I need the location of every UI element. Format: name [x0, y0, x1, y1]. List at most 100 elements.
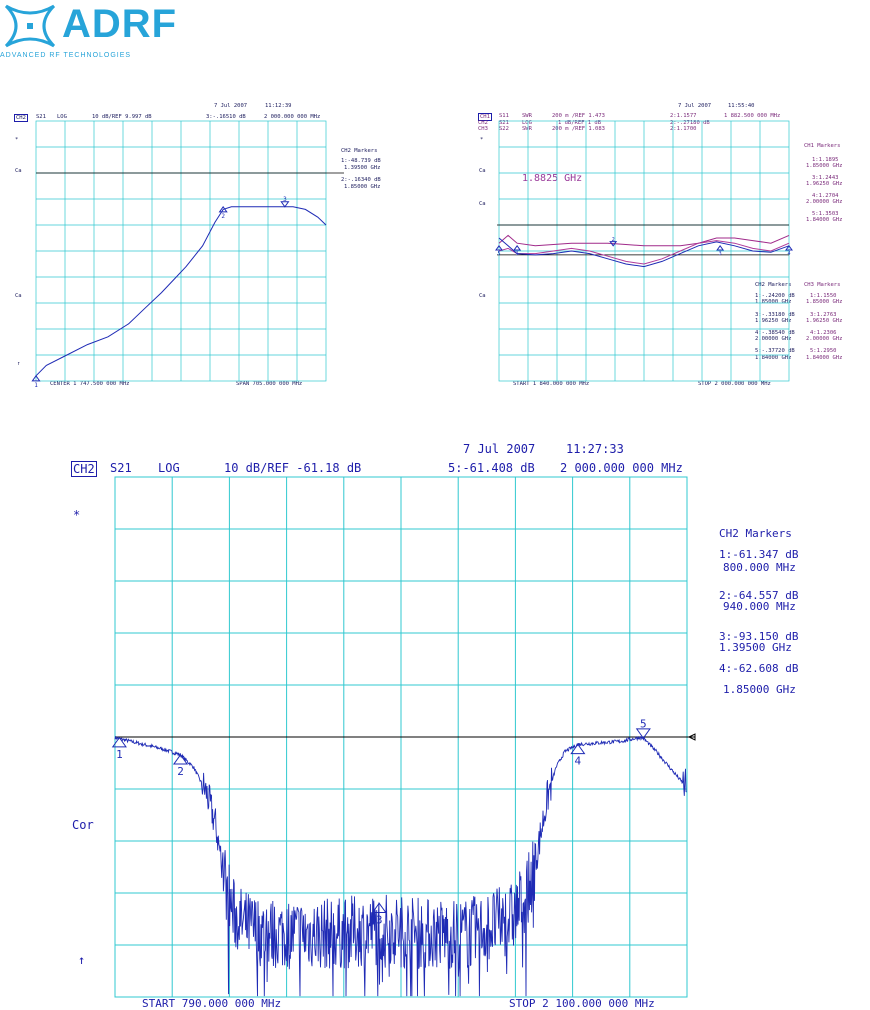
- logo-wordmark: ADRF: [62, 2, 178, 46]
- chart2-marker-5: 5: [498, 251, 501, 257]
- chart2-ch3-m3: 3:1.2763: [810, 312, 837, 318]
- chart1-plot: 1 2 3: [31, 120, 344, 389]
- chart1-marker-2-freq: 1.85000 GHz: [344, 184, 381, 190]
- marker-triangle: [716, 244, 725, 251]
- chart2-f3: SWR: [522, 126, 532, 132]
- chart2-ch2-m3: 3:-.33180 dB: [755, 312, 795, 318]
- chart2-ch2-m5-freq: 1.84000 GHz: [755, 355, 792, 361]
- chart2-ch2-m4-freq: 2.00000 GHz: [755, 336, 792, 342]
- chart2-ch2-m1: 1:-.24200 dB: [755, 293, 795, 299]
- chart2-ch1-m3-freq: 1.96250 GHz: [806, 181, 843, 187]
- chart2-marker-2: 2: [612, 237, 615, 243]
- chart3-marker-1-value: 1:-61.347 dB: [719, 548, 799, 561]
- chart2-ch2-markers-title: CH2 Markers: [755, 282, 792, 288]
- chart1-marker-2: 2: [221, 213, 225, 220]
- chart1-ca: Ca: [15, 168, 22, 174]
- chart3-channel: CH2: [71, 461, 97, 477]
- chart1-marker-2-value: 2:-.16340 dB: [341, 177, 381, 183]
- chart2-p1: S11: [499, 113, 509, 119]
- chart3-marker-readout: 5:-61.408 dB: [448, 461, 535, 475]
- chart3-marker-3-freq: 1.39500 GHz: [719, 641, 792, 654]
- marker-triangle: [785, 244, 793, 251]
- chart1-time: 11:12:39: [265, 103, 292, 109]
- marker-triangle: [218, 205, 228, 213]
- chart1-markers-title: CH2 Markers: [341, 148, 378, 154]
- chart2-ca2: Ca: [479, 201, 486, 207]
- marker-triangle: [172, 753, 189, 765]
- chart2-ch3-m1-freq: 1.85000 GHz: [806, 299, 843, 305]
- chart3-scale: 10 dB/REF -61.18 dB: [224, 461, 362, 475]
- marker-triangle: [31, 374, 41, 382]
- chart2-marker-3: 3: [719, 251, 722, 257]
- chart2-ch1-m3: 3:1.2443: [812, 175, 839, 181]
- chart2-p3: S22: [499, 126, 509, 132]
- chart3-marker-freq: 2 000.000 000 MHz: [560, 461, 683, 475]
- adrf-logo: ADRF ADVANCED RF TECHNOLOGIES: [0, 0, 200, 64]
- chart3-marker-1: 1: [116, 748, 123, 761]
- chart3-footer-left: START 790.000 000 MHz: [142, 997, 282, 1010]
- chart1-star: *: [15, 137, 19, 143]
- marker-triangle: [635, 728, 651, 740]
- chart1-marker-1: 1: [34, 382, 38, 389]
- chart2-time: 11:55:40: [728, 103, 755, 109]
- chart3-marker-4-value: 4:-62.608 dB: [719, 662, 799, 675]
- chart1-arrow: ↑: [17, 361, 21, 367]
- marker-triangle: [495, 244, 503, 251]
- chart2-ch1: CH1: [478, 113, 492, 121]
- chart2-ch3-m1: 1:1.1550: [810, 293, 837, 299]
- chart1-format: LOG: [57, 114, 67, 120]
- chart2-trace-1: [498, 234, 790, 247]
- chart2-ch3-m5: 5:1.2950: [810, 348, 837, 354]
- chart3-plot: 1 2 3 4 5: [111, 476, 696, 998]
- chart2-footer-right: STOP 2 000.000 000 MHz: [698, 381, 771, 387]
- adrf-logo-mark-icon: [4, 4, 56, 48]
- chart2-ch3-markers-title: CH3 Markers: [804, 282, 841, 288]
- chart1-marker-readout: 3:-.16510 dB: [206, 114, 246, 120]
- chart1-footer-left: CENTER 1 747.500 000 MHz: [50, 381, 130, 387]
- chart2-ch1-m5-freq: 1.84000 GHz: [806, 217, 843, 223]
- chart2-ch3-m4-freq: 2.00000 GHz: [806, 336, 843, 342]
- chart2-ch2-m1-freq: 1.85000 GHz: [755, 299, 792, 305]
- chart1-date: 7 Jul 2007: [214, 103, 248, 109]
- chart2-m2: 2:-.27180 dB: [670, 120, 710, 126]
- chart1-ca2: Ca: [15, 293, 22, 299]
- chart2-s1: 200 m /REF 1.473: [552, 113, 605, 119]
- chart3-param: S21: [110, 461, 132, 475]
- chart2-star: *: [480, 137, 484, 143]
- chart3-star: *: [73, 508, 81, 522]
- chart3-format: LOG: [158, 461, 180, 475]
- marker-triangle: [371, 902, 387, 913]
- chart2-ch3-m5-freq: 1.84000 GHz: [806, 355, 843, 361]
- chart2-footer-left: START 1 840.000 000 MHz: [513, 381, 590, 387]
- chart2-freq: 1 882.500 000 MHz: [724, 113, 781, 119]
- chart2-trace-2: [498, 240, 790, 265]
- chart1-marker-freq: 2 000.000 000 MHz: [264, 114, 321, 120]
- chart2-s3: 200 m /REF 1.083: [552, 126, 605, 132]
- chart2-marker-4: 4: [788, 251, 791, 257]
- chart2-marker-1: 1: [516, 251, 519, 257]
- chart3-marker-5: 5: [640, 718, 647, 731]
- chart2-ch1-m1: 1:1.1895: [812, 157, 839, 163]
- chart3-marker-3: 3: [376, 913, 383, 926]
- logo-tagline: ADVANCED RF TECHNOLOGIES: [0, 52, 132, 59]
- chart2-ca3: Ca: [479, 293, 486, 299]
- chart3-marker-2-value: 2:-64.557 dB: [719, 589, 799, 602]
- marker-triangle: [570, 743, 586, 755]
- chart2-ch3: CH3: [478, 126, 488, 132]
- chart3-footer-right: STOP 2 100.000 000 MHz: [509, 997, 655, 1010]
- chart2-ch2-m5: 5:-.37720 dB: [755, 348, 795, 354]
- reference-arrow-icon: [687, 733, 696, 741]
- chart3-date: 7 Jul 2007: [463, 442, 536, 456]
- chart1-marker-3: 3: [283, 196, 287, 203]
- chart2-m1: 2:1.1577: [670, 113, 697, 119]
- chart2-s2: 1 dB/REF 1 dB: [558, 120, 602, 126]
- chart2-f1: SWR: [522, 113, 532, 119]
- chart2-annotation: 1.8825 GHz: [522, 173, 583, 184]
- chart2-ch1-markers-title: CH1 Markers: [804, 143, 841, 149]
- marker-triangle: [513, 244, 522, 251]
- chart1-scale: 10 dB/REF 9.997 dB: [92, 114, 152, 120]
- marker-triangle: [111, 736, 127, 748]
- chart3-marker-4: 4: [575, 755, 582, 768]
- chart2-ch1-m4-freq: 2.00000 GHz: [806, 199, 843, 205]
- chart3-marker-2: 2: [177, 765, 184, 778]
